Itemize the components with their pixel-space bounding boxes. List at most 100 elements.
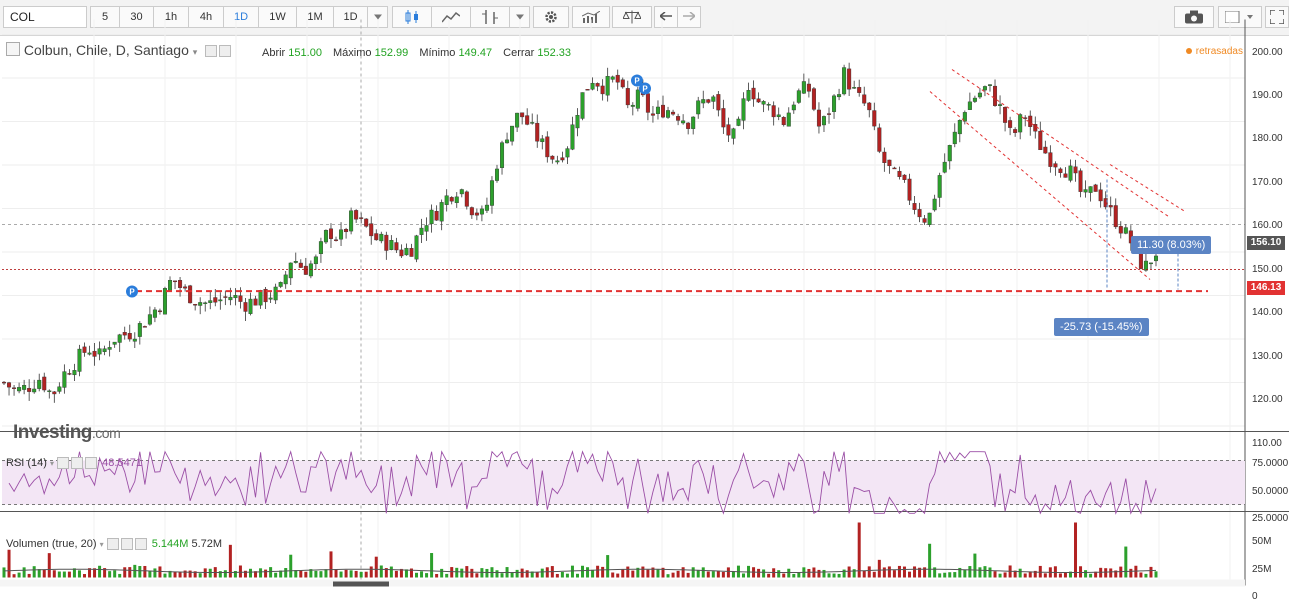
candle-body — [721, 108, 726, 128]
volume-bar — [902, 566, 906, 578]
volume-tick: 0 — [1252, 591, 1258, 602]
candle-body — [998, 104, 1003, 106]
candle-body — [645, 93, 650, 113]
candle-body — [907, 178, 912, 201]
volume-bar — [113, 570, 117, 578]
symbol-input[interactable]: COL — [3, 6, 87, 28]
candle-body — [993, 85, 998, 106]
volume-bar — [908, 571, 912, 578]
measure-up-label[interactable]: 11.30 (8.03%) — [1131, 236, 1212, 254]
volume-bar — [616, 573, 620, 578]
volume-bar — [1074, 522, 1078, 578]
event-marker-label: P — [129, 288, 135, 297]
interval-1m[interactable]: 1M — [296, 6, 334, 28]
volume-bar — [208, 568, 212, 578]
candle-body — [937, 175, 942, 198]
candle-body — [374, 233, 379, 241]
candle-body — [87, 352, 92, 355]
candle-body — [1008, 120, 1013, 128]
volume-bar — [329, 551, 333, 578]
settings-icon[interactable] — [106, 538, 119, 551]
volume-bar — [133, 564, 137, 578]
volume-bar — [1033, 570, 1037, 578]
high-label: Máximo — [333, 47, 372, 59]
volume-bar — [188, 570, 192, 578]
hide-icon[interactable] — [71, 457, 84, 470]
candle-body — [882, 151, 887, 164]
candle-body — [967, 101, 972, 110]
hide-icon[interactable] — [120, 538, 133, 551]
camera-icon[interactable] — [1174, 6, 1214, 28]
candle-body — [1068, 165, 1073, 181]
volume-bar — [973, 553, 977, 578]
candle-body — [1058, 168, 1063, 173]
candle-body — [469, 207, 474, 216]
candle-body — [318, 241, 323, 255]
chevron-down-icon[interactable]: ▾ — [192, 47, 198, 57]
volume-bar — [1149, 566, 1153, 578]
hide-icon[interactable] — [219, 45, 232, 58]
candle-body — [1088, 186, 1093, 193]
volume-bar — [1104, 568, 1108, 578]
volume-bar — [394, 570, 398, 578]
volume-bar — [978, 567, 982, 578]
settings-icon[interactable] — [205, 45, 218, 58]
candle-body — [198, 302, 203, 306]
volume-bar — [711, 571, 715, 578]
chevron-down-icon[interactable]: ▾ — [50, 459, 55, 468]
range-selector[interactable]: 1D — [333, 6, 368, 28]
candle-body — [32, 388, 37, 393]
interval-1d[interactable]: 1D — [223, 6, 259, 28]
volume-bar — [284, 568, 288, 578]
rsi-tick: 25.0000 — [1252, 513, 1289, 524]
settings-icon[interactable] — [57, 457, 70, 470]
volume-bar — [817, 569, 821, 578]
volume-bar — [1068, 571, 1072, 578]
volume-bar — [248, 568, 252, 578]
candle-body — [424, 225, 429, 232]
measure-down-label[interactable]: -25.73 (-15.45%) — [1054, 318, 1149, 336]
volume-bar — [1079, 566, 1083, 578]
close-icon[interactable] — [134, 538, 147, 551]
investing-logo: Investing.com — [13, 422, 121, 443]
volume-bar — [948, 572, 952, 578]
candle-body — [474, 212, 479, 216]
volume-bar — [998, 573, 1002, 578]
candle-body — [540, 138, 545, 143]
candle-body — [620, 79, 625, 88]
volume-bar — [404, 569, 408, 578]
candle-body — [238, 295, 243, 302]
candle-body — [369, 223, 374, 237]
volume-bar — [540, 568, 544, 578]
chevron-down-icon[interactable]: ▾ — [99, 540, 104, 549]
candle-body — [726, 124, 731, 136]
gear-icon[interactable] — [533, 6, 569, 28]
volume-bar — [334, 569, 338, 578]
volume-bar — [782, 573, 786, 578]
layout-selector[interactable] — [1218, 6, 1262, 28]
candle-body — [756, 98, 761, 103]
candle-body — [1083, 189, 1088, 193]
volume-bar — [525, 570, 529, 578]
volume-bar — [586, 567, 590, 578]
candle-body — [137, 323, 142, 337]
volume-bar — [72, 568, 76, 578]
close-icon[interactable] — [85, 457, 98, 470]
open-value: 151.00 — [288, 47, 322, 59]
volume-bar — [52, 570, 56, 578]
time-axis — [0, 579, 1245, 587]
volume-bar — [198, 573, 202, 578]
candle-body — [691, 116, 696, 129]
compare-icon[interactable] — [612, 6, 652, 28]
candle-body — [686, 122, 691, 129]
candle-body — [323, 229, 328, 243]
candles-icon[interactable] — [392, 6, 432, 28]
candle-body — [334, 239, 339, 241]
volume-bar — [827, 573, 831, 578]
redo-icon[interactable] — [677, 6, 701, 28]
candle-body — [610, 76, 615, 80]
candle-body — [394, 242, 399, 251]
candle-body — [494, 168, 499, 181]
volume-bar — [384, 568, 388, 578]
